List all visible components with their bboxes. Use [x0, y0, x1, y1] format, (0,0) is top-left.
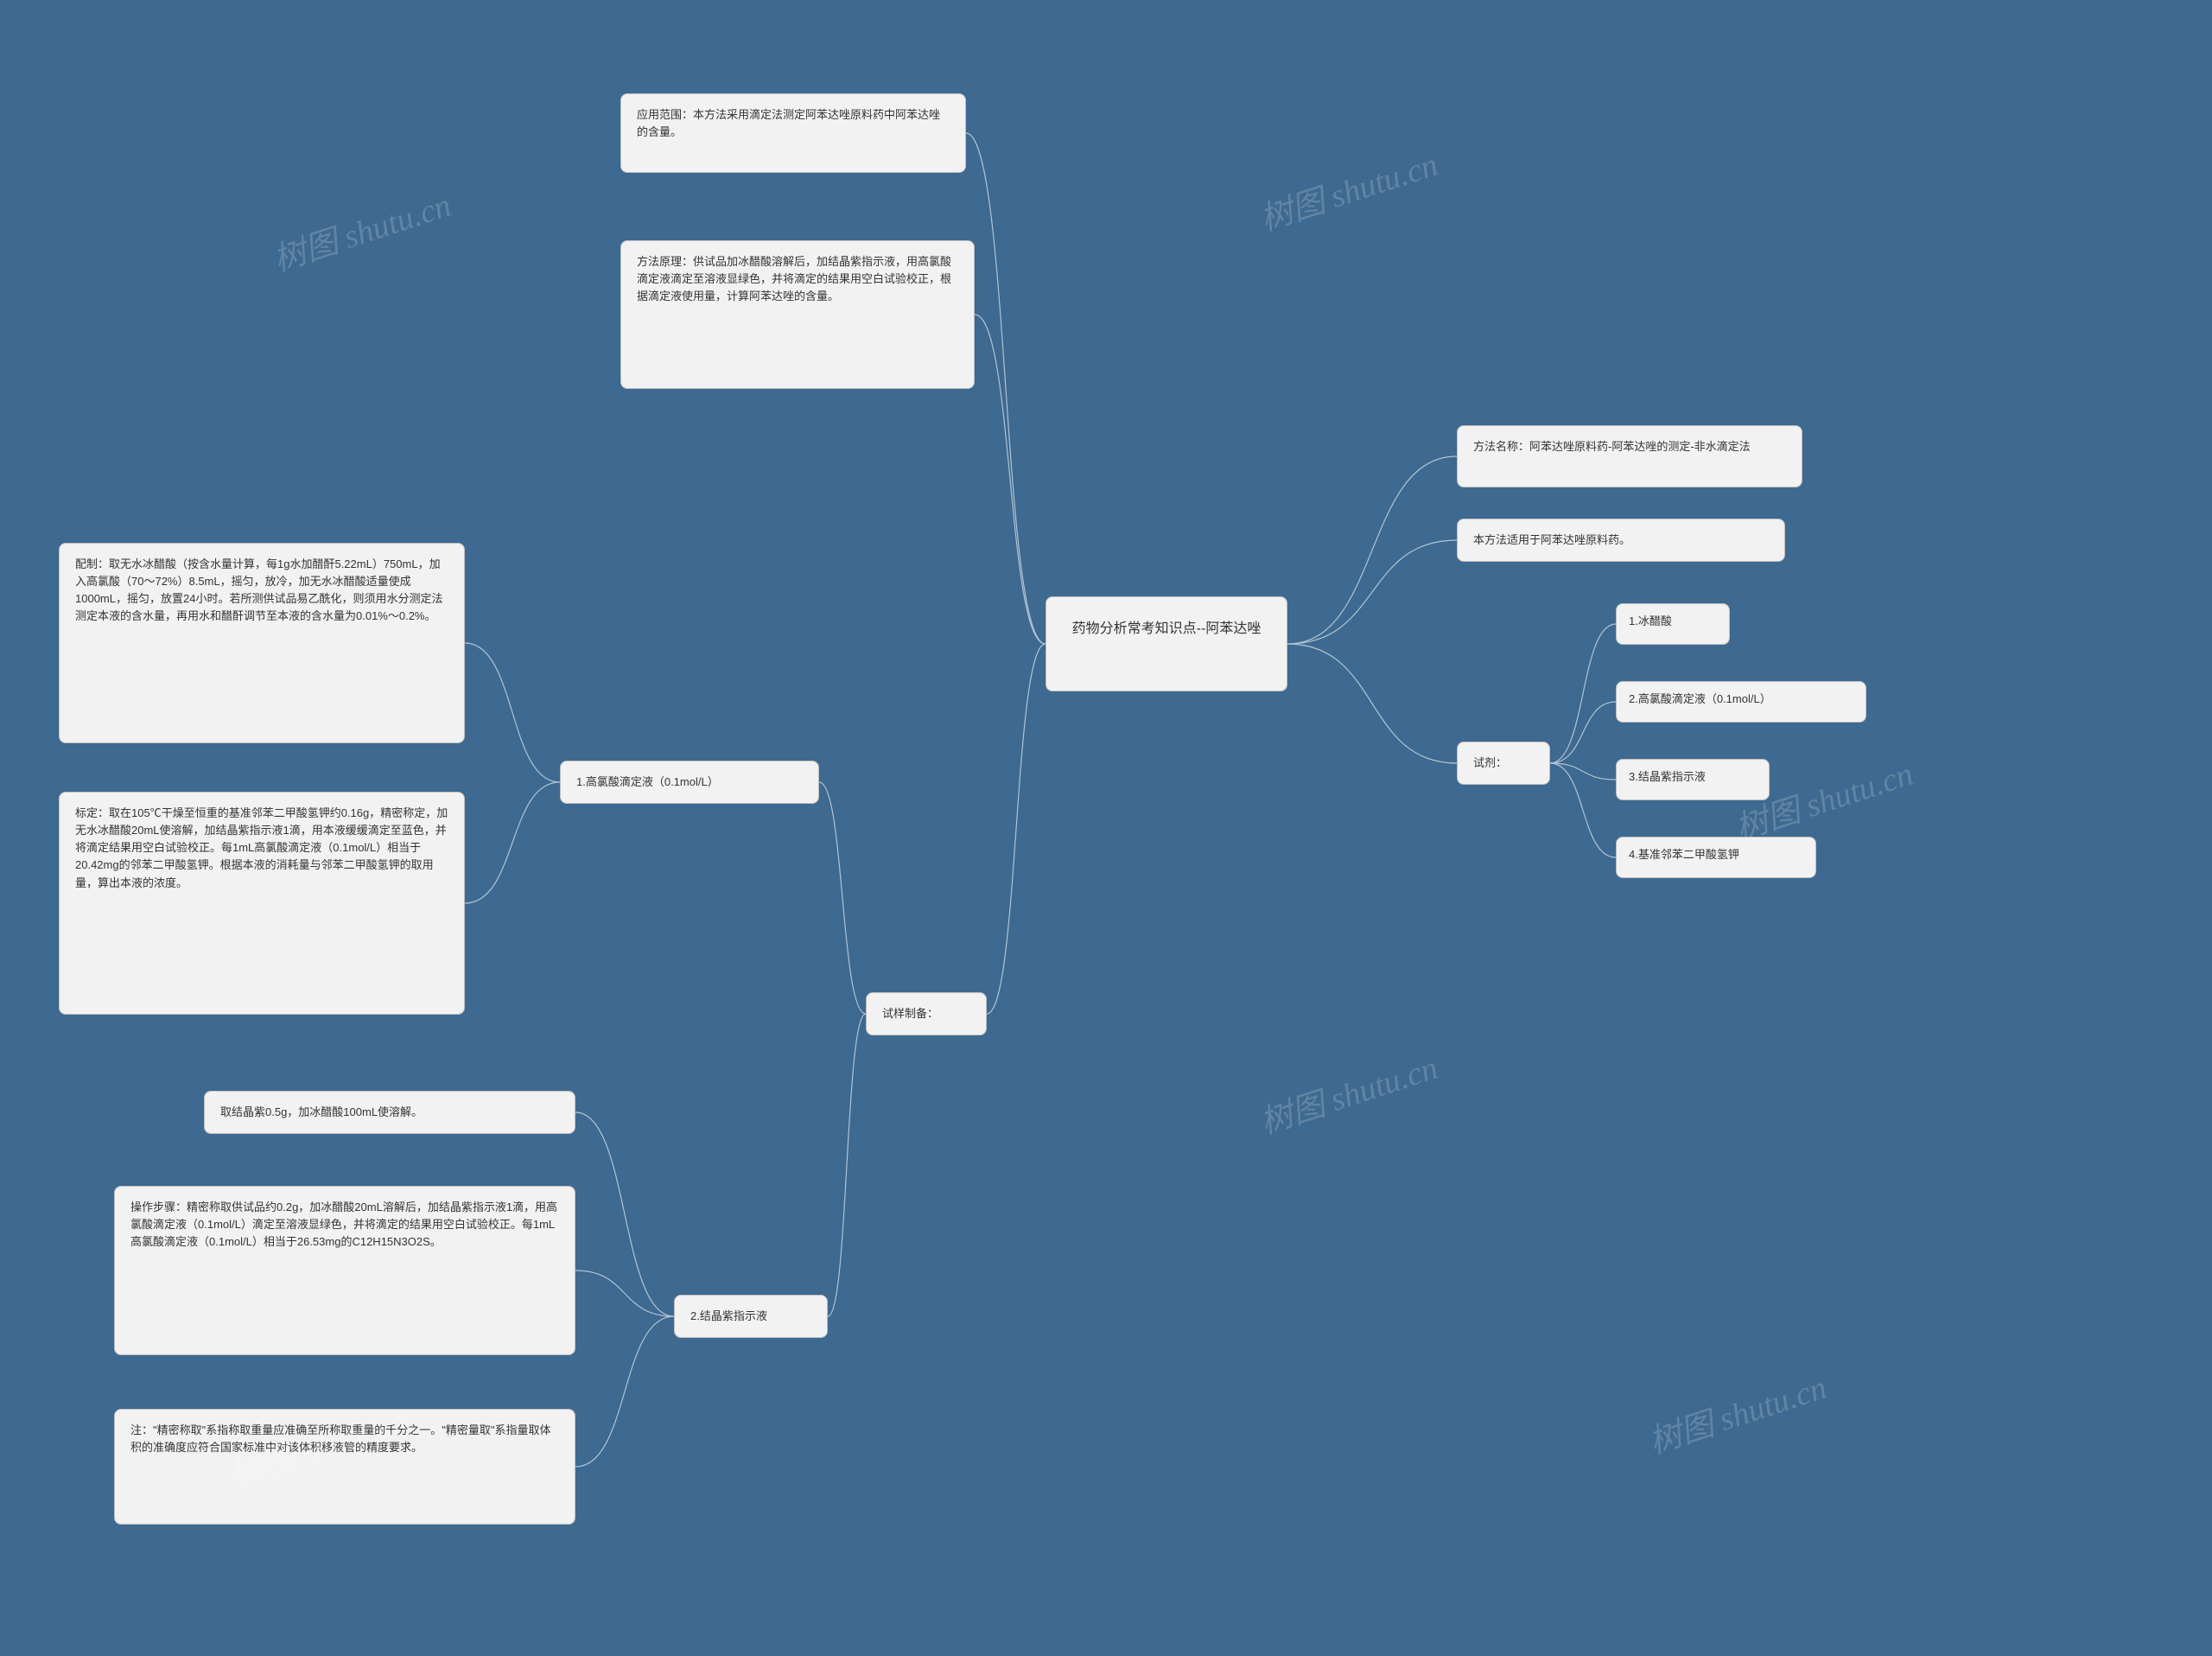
- mindmap-node-r1: 方法名称：阿苯达唑原料药-阿苯达唑的测定-非水滴定法: [1457, 425, 1802, 487]
- mindmap-node-r2: 本方法适用于阿苯达唑原料药。: [1457, 519, 1785, 562]
- edge-r3-r3b: [1550, 702, 1616, 763]
- mindmap-node-l3_1b: 标定：取在105℃干燥至恒重的基准邻苯二甲酸氢钾约0.16g，精密称定，加无水冰…: [59, 792, 465, 1015]
- mindmap-canvas: 药物分析常考知识点--阿苯达唑 方法名称：阿苯达唑原料药-阿苯达唑的测定-非水滴定…: [0, 0, 2212, 1656]
- edge-l3_1-l3_1a: [465, 643, 560, 782]
- mindmap-node-r3a: 1.冰醋酸: [1616, 603, 1730, 645]
- mindmap-node-r3c: 3.结晶紫指示液: [1616, 759, 1770, 800]
- edge-l3_2-l3_2a: [575, 1112, 674, 1316]
- mindmap-node-l3_1: 1.高氯酸滴定液（0.1mol/L）: [560, 761, 819, 804]
- edge-l3_2-l3_2b: [575, 1271, 674, 1316]
- edge-root-r3: [1287, 644, 1457, 763]
- mindmap-node-l3_2: 2.结晶紫指示液: [674, 1295, 828, 1338]
- mindmap-node-l3_2c: 注："精密称取"系指称取重量应准确至所称取重量的千分之一。"精密量取"系指量取体…: [114, 1409, 575, 1525]
- mindmap-node-l3: 试样制备：: [866, 992, 987, 1035]
- edge-root-r2: [1287, 540, 1457, 644]
- mindmap-node-r3d: 4.基准邻苯二甲酸氢钾: [1616, 837, 1816, 878]
- mindmap-node-l2: 方法原理：供试品加冰醋酸溶解后，加结晶紫指示液，用高氯酸滴定液滴定至溶液显绿色，…: [620, 240, 975, 389]
- edge-root-l1: [966, 133, 1046, 644]
- edge-r3-r3d: [1550, 763, 1616, 857]
- mindmap-node-l3_2a: 取结晶紫0.5g，加冰醋酸100mL使溶解。: [204, 1091, 575, 1134]
- edge-l3-l3_2: [828, 1014, 866, 1316]
- edge-l3_1-l3_1b: [465, 782, 560, 903]
- mindmap-node-l1: 应用范围：本方法采用滴定法测定阿苯达唑原料药中阿苯达唑的含量。: [620, 93, 966, 173]
- edge-root-l3: [987, 644, 1046, 1014]
- mindmap-node-r3b: 2.高氯酸滴定液（0.1mol/L）: [1616, 681, 1866, 723]
- edge-root-r1: [1287, 456, 1457, 644]
- edge-l3-l3_1: [819, 782, 866, 1014]
- edge-r3-r3a: [1550, 624, 1616, 763]
- mindmap-node-root: 药物分析常考知识点--阿苯达唑: [1046, 596, 1287, 691]
- edge-l3_2-l3_2c: [575, 1316, 674, 1467]
- mindmap-node-r3: 试剂：: [1457, 742, 1550, 785]
- edge-root-l2: [975, 315, 1046, 644]
- mindmap-node-l3_1a: 配制：取无水冰醋酸（按含水量计算，每1g水加醋酐5.22mL）750mL，加入高…: [59, 543, 465, 743]
- mindmap-node-l3_2b: 操作步骤：精密称取供试品约0.2g，加冰醋酸20mL溶解后，加结晶紫指示液1滴，…: [114, 1186, 575, 1355]
